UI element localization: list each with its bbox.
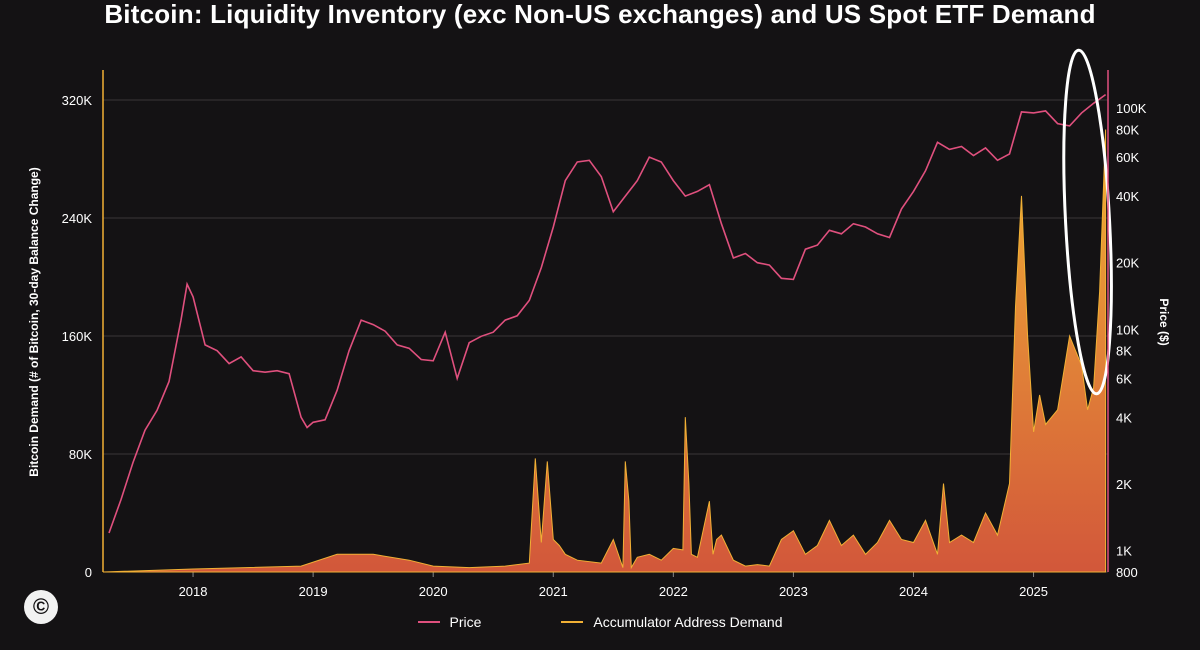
x-tick-label: 2021 [539, 584, 568, 599]
right-tick-label: 10K [1116, 322, 1139, 337]
right-tick-label: 20K [1116, 256, 1139, 271]
series-price-line [108, 93, 1107, 534]
left-tick-label: 0 [85, 565, 92, 580]
right-tick-label: 1K [1116, 544, 1132, 559]
demand-series [102, 129, 1107, 573]
left-tick-label: 160K [62, 329, 93, 344]
right-tick-label: 40K [1116, 189, 1139, 204]
left-axis-ticks: 0 80K 160K 240K 320K [62, 93, 93, 580]
legend-label-demand: Accumulator Address Demand [593, 614, 783, 630]
right-tick-label: 8K [1116, 344, 1132, 359]
legend: Price Accumulator Address Demand [0, 614, 1200, 630]
x-axis-ticks: 2018 2019 2020 2021 2022 2023 2024 2025 [179, 572, 1048, 599]
legend-swatch-demand [561, 621, 584, 623]
annotation-layer [1062, 48, 1113, 396]
right-tick-label: 6K [1116, 371, 1132, 386]
series-accumulator-demand-area [102, 129, 1107, 573]
right-tick-label: 60K [1116, 150, 1139, 165]
legend-item-price: Price [417, 614, 482, 630]
right-tick-label: 80K [1116, 122, 1139, 137]
x-tick-label: 2022 [659, 584, 688, 599]
legend-label-price: Price [449, 614, 482, 630]
x-tick-label: 2023 [779, 584, 808, 599]
right-tick-label: 4K [1116, 410, 1132, 425]
brand-logo: © [24, 590, 58, 624]
grid-lines [103, 99, 1108, 573]
left-tick-label: 240K [62, 211, 93, 226]
x-tick-label: 2025 [1019, 584, 1048, 599]
left-tick-label: 80K [69, 447, 92, 462]
price-series [108, 93, 1107, 534]
right-tick-label: 2K [1116, 477, 1132, 492]
y-axis-right-label: Price ($) [1157, 298, 1171, 345]
x-tick-label: 2024 [899, 584, 928, 599]
legend-item-demand: Accumulator Address Demand [561, 614, 783, 630]
right-axis-ticks: 800 1K 2K 4K 6K 8K 10K 20K 40K 60K 80K 100K [1116, 101, 1147, 580]
legend-swatch-price [417, 621, 440, 623]
y-axis-left-label: Bitcoin Demand (# of Bitcoin, 30-day Bal… [27, 167, 41, 476]
right-tick-label: 800 [1116, 565, 1138, 580]
x-tick-label: 2019 [299, 584, 328, 599]
left-tick-label: 320K [62, 93, 93, 108]
highlight-ellipse [1062, 48, 1113, 396]
x-tick-label: 2020 [419, 584, 448, 599]
x-tick-label: 2018 [179, 584, 208, 599]
right-tick-label: 100K [1116, 101, 1147, 116]
chart-title: Bitcoin: Liquidity Inventory (exc Non-US… [104, 0, 1096, 29]
